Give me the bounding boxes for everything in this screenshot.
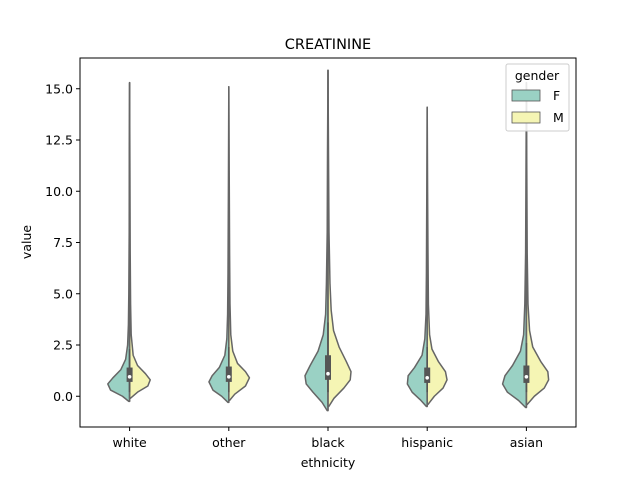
median-marker-other — [227, 374, 231, 379]
legend-title: gender — [515, 68, 560, 83]
x-tick-label-black: black — [311, 435, 345, 450]
x-axis-label: ethnicity — [301, 455, 356, 470]
iqr-box-white — [126, 367, 133, 382]
iqr-box-other — [225, 366, 232, 382]
legend-swatch-f — [511, 89, 541, 102]
iqr-box-hispanic — [424, 367, 431, 383]
legend-label-m: M — [553, 110, 564, 125]
median-marker-hispanic — [425, 376, 430, 380]
y-tick-label: 15.0 — [45, 81, 73, 96]
legend-swatch-m — [511, 111, 541, 124]
iqr-box-black — [325, 355, 331, 380]
legend-label-f: F — [553, 88, 560, 103]
x-tick-label-hispanic: hispanic — [401, 435, 453, 450]
median-marker-asian — [524, 374, 529, 379]
iqr-box-asian — [523, 365, 530, 383]
y-tick-label: 10.0 — [45, 184, 73, 199]
y-tick-label: 5.0 — [53, 286, 73, 301]
x-tick-label-other: other — [212, 435, 246, 450]
y-tick-label: 7.5 — [53, 235, 73, 250]
plot-area — [107, 69, 550, 412]
chart-title: CREATININE — [285, 37, 371, 53]
y-tick-label: 0.0 — [53, 389, 73, 404]
x-tick-label-white: white — [112, 435, 147, 450]
legend: gender F M — [505, 63, 570, 132]
y-axis: 0.0 2.5 5.0 7.5 10.0 12.5 15.0 — [45, 81, 80, 404]
x-axis: white other black hispanic asian — [112, 427, 543, 450]
x-tick-label-asian: asian — [510, 435, 543, 450]
median-marker-white — [127, 374, 132, 379]
y-tick-label: 2.5 — [53, 338, 73, 353]
y-axis-label: value — [19, 225, 34, 259]
median-marker-black — [326, 371, 330, 376]
y-tick-label: 12.5 — [45, 133, 73, 148]
